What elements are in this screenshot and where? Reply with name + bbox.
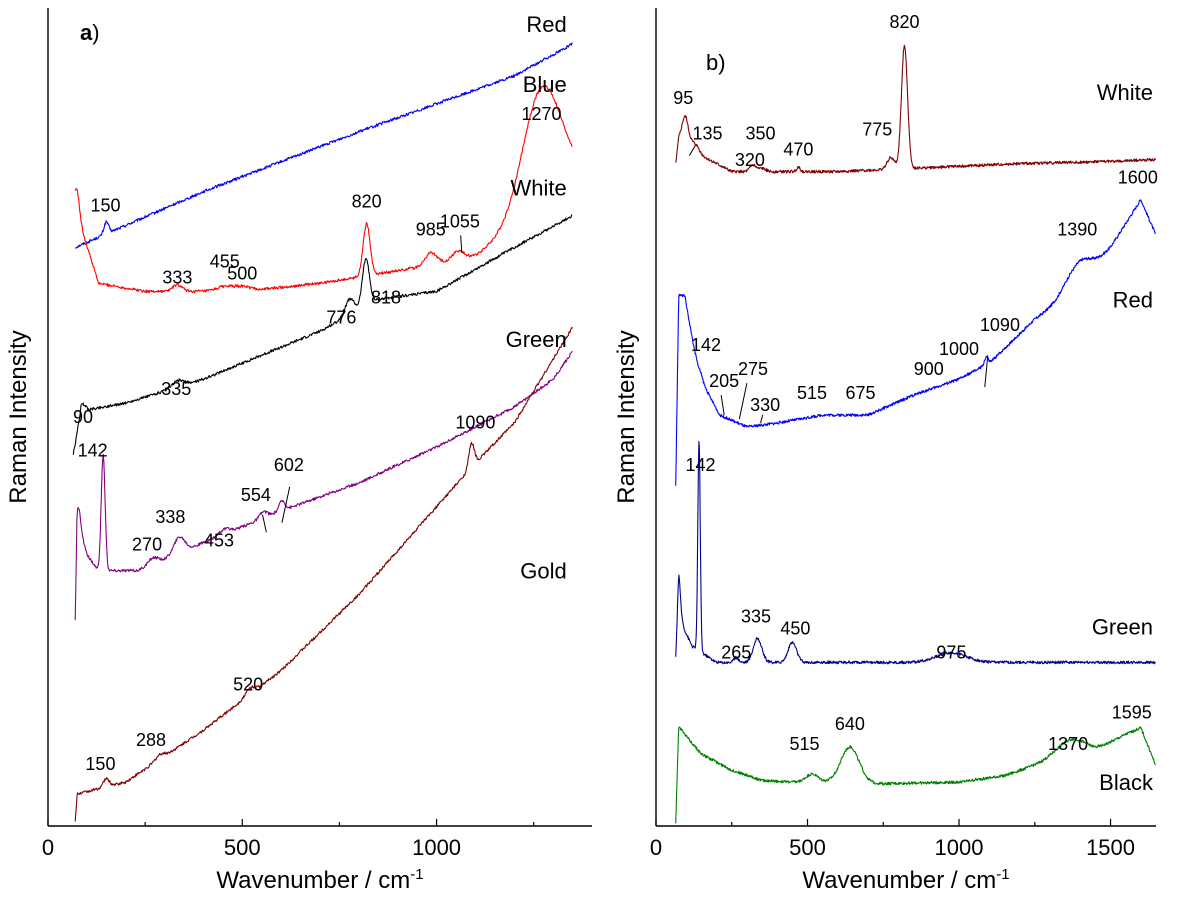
x-axis-label-superscript: -1 [410,866,423,883]
peak-leader-line [984,355,989,388]
peak-label: 142 [686,455,716,475]
peak-label: 776 [326,307,356,327]
spectrum-line-green [74,350,573,621]
peak-label: 554 [241,485,271,505]
peak-label: 95 [673,88,693,108]
peak-label: 640 [835,714,865,734]
spectrum-line-red [74,42,573,249]
peak-label: 288 [136,730,166,750]
peak-leader-line [688,145,696,156]
peak-leader-line [720,394,725,416]
x-tick-label: 1500 [1086,835,1135,860]
spectrum-line-green [675,441,1156,665]
peak-label: 275 [738,359,768,379]
peak-label: 330 [750,395,780,415]
spectrum-line-gold [74,326,573,822]
x-axis-label: Wavenumber / cm-1 [216,866,423,894]
peak-label: 818 [371,287,401,307]
panel-label-letter: a [80,20,93,45]
panel-label: a) [80,20,100,45]
series-label: Green [506,327,567,352]
peak-label: 1600 [1118,168,1158,188]
x-tick-label: 1000 [935,835,984,860]
peak-label: 900 [914,359,944,379]
peak-label: 1090 [980,315,1020,335]
peak-label: 500 [227,263,257,283]
peak-label: 1270 [521,104,561,124]
peak-label: 142 [78,441,108,461]
x-axis-label: Wavenumber / cm-1 [802,866,1009,894]
series-label: Red [1113,287,1153,312]
peak-label: 270 [132,535,162,555]
spectrum-line-white [72,214,573,455]
peak-label: 205 [709,371,739,391]
x-tick-label: 0 [650,835,662,860]
spectrum-line-blue [74,84,573,294]
x-tick-label: 500 [224,835,261,860]
y-axis-label: Raman Intensity [613,330,640,503]
peak-label: 90 [73,407,93,427]
panel-a-chart: 0 500 1000 Wavenumber / cm-1 Raman Intensity… [5,8,592,894]
peak-label: 985 [416,219,446,239]
peak-label: 515 [797,383,827,403]
panel-label-text: b) [706,50,726,75]
peak-label: 150 [85,754,115,774]
peak-label: 450 [780,618,810,638]
peak-label: 455 [210,251,240,271]
peak-label: 338 [155,507,185,527]
peak-label: 675 [846,383,876,403]
x-tick-label: 500 [789,835,826,860]
peak-leader-line [262,514,267,533]
spectrum-line-black [675,726,1156,824]
y-axis-label: Raman Intensity [5,330,32,503]
peak-label: 1000 [939,339,979,359]
peak-label: 135 [692,124,722,144]
peak-label: 150 [90,196,120,216]
x-axis-label-superscript: -1 [996,866,1009,883]
series-label: Green [1092,614,1153,639]
peak-label: 515 [789,734,819,754]
peak-label: 1390 [1057,219,1097,239]
panel-label-text: ) [92,20,99,45]
x-tick-label: 0 [42,835,54,860]
peak-label: 470 [783,140,813,160]
x-tick-label: 1000 [412,835,461,860]
spectrum-line-white [675,44,1157,174]
peak-label: 1090 [455,413,495,433]
series-label: Red [526,12,566,37]
peak-label: 320 [735,150,765,170]
peak-label: 1595 [1112,702,1152,722]
peak-leader-line [460,235,463,254]
peak-label: 1370 [1048,734,1088,754]
peak-label: 453 [204,531,234,551]
panel-b-chart: 0 500 1000 1500 Wavenumber / cm-1 Raman Inten… [613,8,1158,894]
peak-label: 142 [691,335,721,355]
peak-label: 333 [162,267,192,287]
peak-label: 1055 [440,211,480,231]
series-label: Blue [523,72,567,97]
peak-label: 820 [352,192,382,212]
series-label: Black [1099,770,1154,795]
series-label: White [510,176,566,201]
peak-label: 975 [936,642,966,662]
series-label: Gold [520,559,566,584]
series-label: White [1097,80,1153,105]
peak-leader-line [281,486,291,523]
peak-label: 265 [721,642,751,662]
peak-label: 602 [274,455,304,475]
peak-label: 775 [862,120,892,140]
peak-label: 350 [746,124,776,144]
panel-label: b) [706,50,726,75]
peak-label: 520 [233,674,263,694]
spectrum-line-red [675,199,1156,486]
peak-label: 335 [161,379,191,399]
peak-label: 820 [889,12,919,32]
peak-leader-line [738,382,748,420]
peak-label: 335 [741,607,771,627]
peak-leader-line [760,414,764,424]
